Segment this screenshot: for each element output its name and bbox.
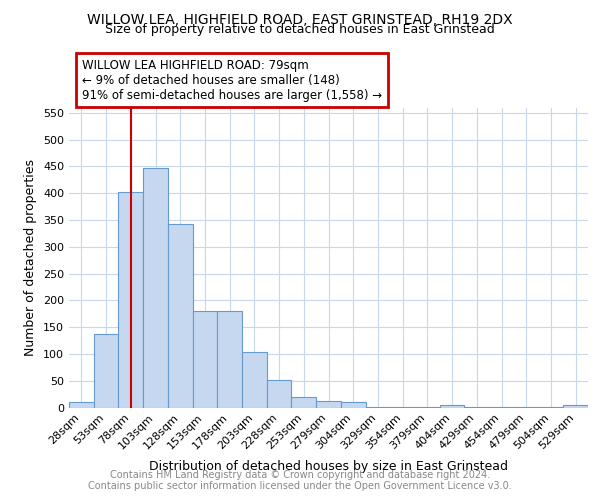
- Bar: [341, 402, 365, 407]
- Bar: [563, 406, 588, 407]
- Bar: [365, 407, 390, 408]
- Bar: [143, 168, 168, 408]
- Bar: [242, 352, 267, 408]
- Bar: [415, 407, 440, 408]
- Bar: [440, 406, 464, 407]
- Bar: [267, 380, 292, 407]
- Text: Contains public sector information licensed under the Open Government Licence v3: Contains public sector information licen…: [88, 481, 512, 491]
- Bar: [489, 407, 514, 408]
- Text: WILLOW LEA HIGHFIELD ROAD: 79sqm
← 9% of detached houses are smaller (148)
91% o: WILLOW LEA HIGHFIELD ROAD: 79sqm ← 9% of…: [82, 58, 382, 102]
- Bar: [94, 334, 118, 407]
- Bar: [514, 407, 539, 408]
- Bar: [193, 311, 217, 408]
- Bar: [118, 192, 143, 408]
- X-axis label: Distribution of detached houses by size in East Grinstead: Distribution of detached houses by size …: [149, 460, 508, 472]
- Bar: [390, 407, 415, 408]
- Y-axis label: Number of detached properties: Number of detached properties: [25, 159, 37, 356]
- Bar: [316, 400, 341, 407]
- Text: Size of property relative to detached houses in East Grinstead: Size of property relative to detached ho…: [105, 22, 495, 36]
- Bar: [168, 224, 193, 408]
- Bar: [539, 407, 563, 408]
- Text: Contains HM Land Registry data © Crown copyright and database right 2024.: Contains HM Land Registry data © Crown c…: [110, 470, 490, 480]
- Bar: [292, 397, 316, 407]
- Bar: [69, 402, 94, 407]
- Bar: [217, 311, 242, 408]
- Bar: [464, 407, 489, 408]
- Text: WILLOW LEA, HIGHFIELD ROAD, EAST GRINSTEAD, RH19 2DX: WILLOW LEA, HIGHFIELD ROAD, EAST GRINSTE…: [87, 12, 513, 26]
